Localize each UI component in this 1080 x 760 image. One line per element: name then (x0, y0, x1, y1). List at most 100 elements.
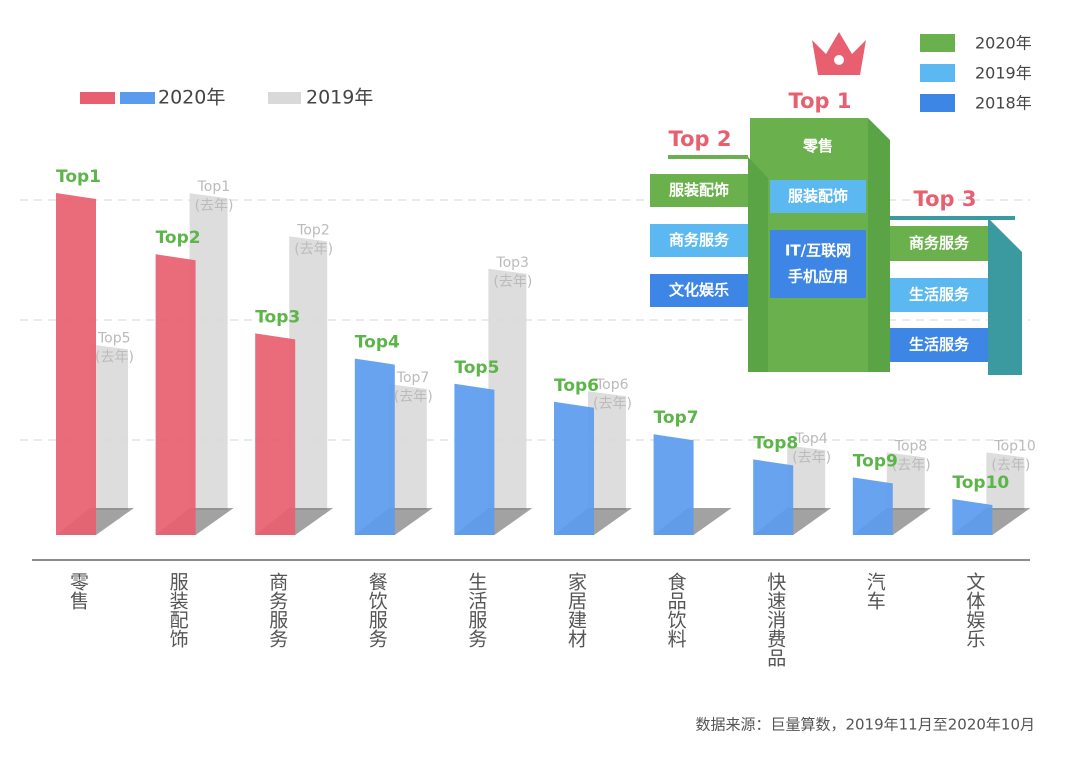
x-tick-label: 餐饮服务 (366, 572, 388, 648)
podium-legend-swatch (920, 94, 955, 112)
rank-note: (去年) (892, 457, 931, 473)
podium-box-label: 生活服务 (909, 286, 970, 304)
podium-box (650, 274, 748, 307)
bar-2020 (155, 254, 196, 535)
bar-2020 (554, 401, 594, 535)
rank-label-2020: Top1 (56, 167, 101, 187)
podium-box (770, 180, 866, 213)
podium-box-label: IT/互联网 (785, 242, 851, 260)
rank-label-2019: Top10 (993, 438, 1035, 454)
rank-label-2019: Top6 (595, 377, 629, 393)
x-tick-label: 文体娱乐 (963, 572, 985, 648)
x-tick-label: 家居建材 (565, 572, 587, 648)
rank-label-2020: Top2 (156, 228, 201, 248)
rank-note: (去年) (493, 274, 532, 290)
rank-label-2020: Top9 (853, 451, 898, 471)
x-tick-label: 快速消费品 (764, 572, 786, 667)
podium-box (770, 130, 866, 163)
rank-label-2020: Top10 (952, 473, 1009, 493)
bar-2020 (454, 383, 495, 535)
podium-side (748, 157, 768, 372)
podium-box (890, 226, 988, 261)
x-tick-label: 商务服务 (266, 572, 288, 648)
bar-2020 (653, 434, 694, 535)
podium-box-label: 手机应用 (788, 268, 848, 286)
podium-legend-label: 2018年 (975, 94, 1032, 113)
podium-box (650, 224, 748, 257)
podium-legend-label: 2020年 (975, 34, 1032, 53)
podium-top (890, 216, 1015, 220)
bar-2019 (787, 445, 826, 510)
podium-box-label: 商务服务 (669, 231, 730, 249)
bar-2020 (753, 459, 794, 535)
podium-side (868, 118, 890, 372)
rank-label-2019: Top1 (197, 179, 231, 195)
rank-label-2019: Top8 (894, 438, 928, 454)
rank-note: (去年) (792, 450, 831, 466)
podium-legend-swatch (920, 64, 955, 82)
rank-label-2020: Top5 (454, 358, 499, 378)
bar-2020 (255, 333, 296, 535)
rank-label-2019: Top7 (396, 370, 430, 386)
rank-note: (去年) (195, 198, 234, 214)
rank-label-2019: Top4 (794, 431, 828, 447)
bar-chart: 2020年 2019年 Top5 (去年) Top1 零售 Top1 (去年) Top2 服装配饰… (56, 87, 1036, 667)
rank-label-2020: Top7 (654, 408, 699, 428)
legend-swatch (80, 92, 115, 104)
rank-note: (去年) (95, 349, 134, 365)
bar-2019 (588, 391, 626, 510)
rank-label-2020: Top4 (355, 333, 400, 353)
podium-box-label: 生活服务 (909, 336, 970, 354)
legend-swatch (120, 92, 155, 104)
podium-title: Top 3 (914, 187, 977, 211)
podium-box (770, 230, 866, 298)
legend-label: 2019年 (306, 87, 373, 109)
podium-box-label: 商务服务 (909, 234, 970, 252)
podium-box-label: 零售 (802, 137, 833, 155)
rank-label-2019: Top5 (97, 330, 131, 346)
bar-2020 (354, 358, 395, 535)
bar-2020 (952, 499, 993, 535)
bar-2019 (289, 236, 328, 510)
podium-side (988, 218, 1022, 375)
legend-label: 2020年 (158, 87, 225, 109)
podium-title: Top 2 (669, 127, 732, 151)
podium-box-label: 服装配饰 (788, 187, 848, 205)
bar-2019 (189, 193, 228, 510)
podium-box-label: 文化娱乐 (669, 281, 729, 299)
bar-2020 (56, 193, 96, 535)
podium-box (890, 328, 988, 362)
x-tick-label: 生活服务 (465, 572, 487, 648)
rank-label-2020: Top8 (753, 433, 798, 453)
podium-box (650, 174, 748, 207)
bar-2019 (886, 452, 925, 510)
podium-top (668, 155, 748, 159)
podium-title: Top 1 (789, 89, 852, 113)
bar-2020 (852, 477, 893, 535)
podium-box-label: 服装配饰 (669, 181, 729, 199)
rank-label-2020: Top3 (255, 307, 300, 327)
podium-legend-label: 2019年 (975, 64, 1032, 83)
bar-2019 (388, 384, 427, 510)
podium-box (890, 278, 988, 312)
rank-note: (去年) (294, 241, 333, 257)
x-tick-label: 服装配饰 (167, 572, 189, 648)
rank-note: (去年) (593, 396, 632, 412)
rank-label-2020: Top6 (554, 376, 599, 396)
bar-2019 (986, 452, 1025, 510)
podium-legend-swatch (920, 34, 955, 52)
crown-dot (834, 55, 844, 65)
source-note: 数据来源：巨量算数，2019年11月至2020年10月 (695, 716, 1035, 734)
bar-2019 (488, 268, 527, 510)
crown-icon (812, 32, 866, 75)
rank-label-2019: Top2 (296, 222, 330, 238)
legend-swatch (268, 92, 301, 104)
x-tick-label: 汽车 (864, 572, 886, 610)
x-tick-label: 零售 (67, 572, 89, 610)
x-tick-label: 食品饮料 (665, 572, 687, 648)
rank-note: (去年) (991, 457, 1030, 473)
rank-note: (去年) (394, 389, 433, 405)
rank-label-2019: Top3 (495, 255, 529, 271)
